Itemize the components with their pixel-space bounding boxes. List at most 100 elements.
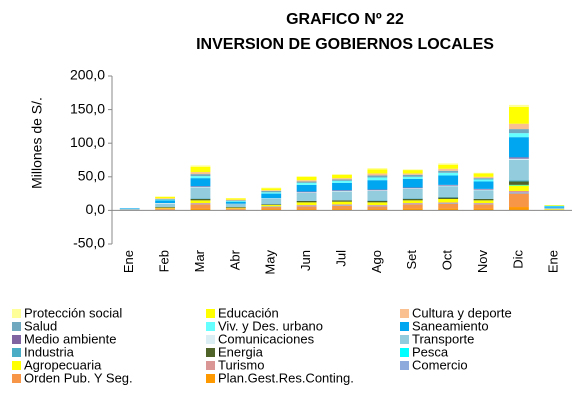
bar-segment <box>367 190 388 191</box>
bar-segment <box>332 205 352 210</box>
x-tick-label: Dic <box>510 250 525 269</box>
legend-swatch <box>206 309 215 318</box>
bar-segment <box>402 178 423 188</box>
bar-segment <box>509 123 529 130</box>
bar-segment <box>438 203 459 209</box>
bar-segment <box>402 173 423 175</box>
y-tick-label: 50,0 <box>78 168 105 184</box>
bar-segment <box>155 208 175 210</box>
bar-segment <box>367 173 388 176</box>
bar-segment <box>438 208 459 211</box>
bar-segment <box>544 207 565 210</box>
x-tick-label: Feb <box>157 250 172 272</box>
bar-segment <box>190 176 211 179</box>
bar-segment <box>509 184 529 186</box>
bar-segment <box>367 200 388 203</box>
bar-segment <box>473 203 494 204</box>
x-tick-label: Nov <box>475 250 490 274</box>
bar-segment <box>119 209 140 210</box>
bar-segment <box>332 209 352 211</box>
bar-segment <box>402 203 423 204</box>
bar-segment <box>296 182 317 185</box>
bar-segment <box>332 182 352 191</box>
bar-segment <box>509 181 529 185</box>
bar-segment <box>225 199 246 201</box>
bar-segment <box>367 205 388 207</box>
bar-segment <box>544 205 565 207</box>
bar-segment <box>190 178 211 187</box>
legend-swatch <box>12 374 21 383</box>
bar-segment <box>473 190 494 199</box>
legend-label: Comunicaciones <box>218 331 315 346</box>
bar-segment <box>332 191 352 201</box>
legend-label: Pesca <box>412 344 449 359</box>
bar-segment <box>402 188 423 189</box>
bar-segment <box>296 202 317 206</box>
bar-segment <box>438 170 459 173</box>
bar-segment <box>296 180 317 182</box>
bar-segment <box>509 160 529 181</box>
bar-segment <box>473 198 494 201</box>
bar-segment <box>261 198 282 205</box>
bar-segment <box>367 175 388 178</box>
bar-segment <box>225 200 246 201</box>
chart-title: GRAFICO Nº 22 <box>286 11 404 28</box>
x-tick-label: Ene <box>546 250 561 273</box>
bar-segment <box>509 207 529 211</box>
y-tick-label: 200,0 <box>70 67 105 83</box>
bar-segment <box>438 198 459 203</box>
bar-segment <box>367 202 388 206</box>
bar-segment <box>225 200 246 202</box>
legend-swatch <box>400 361 409 370</box>
bar-segment <box>155 198 175 200</box>
bar-segment <box>190 208 211 211</box>
bar-segment <box>367 190 388 201</box>
bar-segment <box>438 203 459 204</box>
bar-segment <box>402 169 423 171</box>
bar-segment <box>261 188 282 191</box>
legend-swatch <box>400 322 409 331</box>
bar-segment <box>438 164 459 169</box>
legend-label: Educación <box>218 305 279 320</box>
bar-segment <box>473 176 494 179</box>
bar-segment <box>509 106 529 124</box>
bar-segment <box>225 201 246 204</box>
legend-swatch <box>12 348 21 357</box>
bar-segment <box>438 202 459 204</box>
bar-segment <box>190 165 211 167</box>
legend-swatch <box>12 309 21 318</box>
bar-segment <box>261 206 282 208</box>
bar-segment <box>544 209 565 210</box>
bar-segment <box>367 209 388 211</box>
bar-segment <box>438 172 459 176</box>
bar-segment <box>155 196 175 197</box>
bar-segment <box>261 209 282 211</box>
bar-segment <box>296 206 317 210</box>
legend-swatch <box>12 335 21 344</box>
bar-segment <box>155 199 175 201</box>
bar-segment <box>119 208 140 210</box>
bar-segment <box>155 207 175 209</box>
bar-segment <box>544 206 565 208</box>
bar-segment <box>402 203 423 205</box>
bar-segment <box>473 204 494 209</box>
bar-segment <box>190 204 211 209</box>
bar-segment <box>190 203 211 204</box>
legend-label: Saneamiento <box>412 318 489 333</box>
bar-segment <box>261 207 282 210</box>
bar-segment <box>261 205 282 207</box>
bar-segment <box>261 204 282 206</box>
bar-segment <box>332 174 352 179</box>
bar-segment <box>402 198 423 199</box>
bar-segment <box>155 200 175 204</box>
legend-swatch <box>400 309 409 318</box>
y-tick-label: -50,0 <box>73 235 105 251</box>
bar-segment <box>261 190 282 193</box>
bar-segment <box>509 137 529 158</box>
legend-swatch <box>206 348 215 357</box>
bar-segment <box>296 192 317 193</box>
bar-segment <box>367 206 388 210</box>
bar-segment <box>402 198 423 201</box>
bar-segment <box>509 190 529 193</box>
bar-segment <box>296 209 317 211</box>
